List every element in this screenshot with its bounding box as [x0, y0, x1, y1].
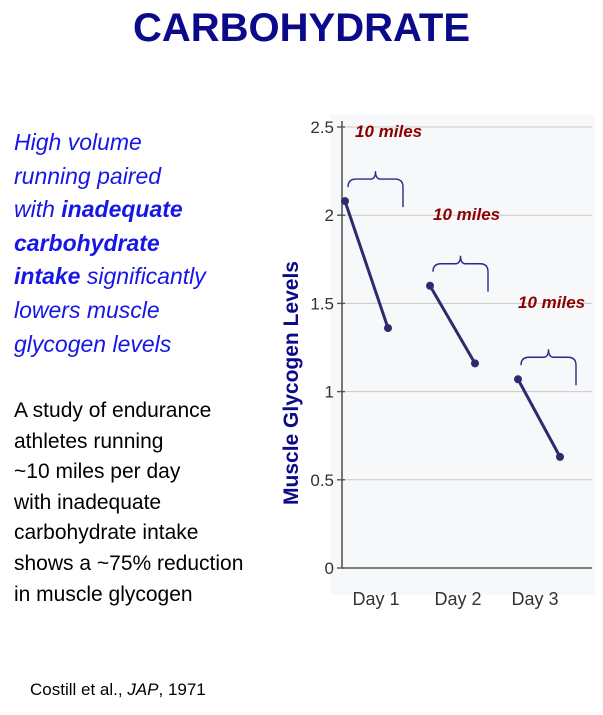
plot-background	[330, 115, 595, 595]
emphasis-text: intake	[14, 263, 81, 290]
message-text: running paired	[14, 162, 162, 189]
x-tick-label: Day 2	[434, 589, 481, 609]
key-message-line: with inadequate	[14, 193, 269, 227]
y-tick-label: 1.5	[310, 294, 334, 313]
data-point	[514, 375, 522, 384]
study-summary-line: with inadequate	[14, 490, 162, 514]
data-point	[341, 197, 349, 206]
study-summary-line: athletes running	[14, 429, 164, 453]
emphasis-text: carbohydrate	[14, 229, 160, 256]
data-point	[556, 452, 564, 461]
citation: Costill et al., JAP, 1971	[30, 680, 206, 700]
series-line-segment	[428, 285, 477, 365]
x-tick-label: Day 3	[511, 589, 558, 609]
distance-annotation: 10 miles	[518, 293, 585, 312]
y-tick-label: 2.5	[310, 118, 334, 137]
brace-annotation	[432, 255, 489, 292]
study-summary-line: in muscle glycogen	[14, 582, 193, 606]
message-text: High volume	[14, 129, 142, 155]
brace-annotation	[347, 171, 404, 208]
y-axis-label: Muscle Glycogen Levels	[280, 261, 303, 505]
y-tick-label: 0.5	[310, 471, 334, 490]
citation-authors: Costill et al.,	[30, 680, 128, 699]
key-message-line: High volume	[14, 126, 269, 160]
citation-year: , 1971	[158, 680, 206, 699]
study-summary-line: ~10 miles per day	[14, 460, 181, 484]
distance-annotation: 10 miles	[355, 122, 422, 141]
y-tick-label: 0	[325, 559, 334, 578]
study-summary-line: shows a ~75% reduction	[14, 551, 244, 575]
distance-annotation: 10 miles	[433, 205, 500, 224]
key-message-line: running paired	[14, 160, 269, 194]
message-text: glycogen levels	[14, 330, 172, 357]
message-text: significantly	[80, 263, 206, 290]
data-point	[384, 324, 392, 333]
x-tick-label: Day 1	[352, 589, 399, 609]
y-tick-label: 1	[325, 383, 334, 402]
study-summary: A study of endurance athletes running ~10 …	[14, 396, 314, 610]
study-summary-line: A study of endurance	[14, 399, 212, 422]
key-message-line: lowers muscle	[14, 294, 269, 328]
key-message-line: carbohydrate	[14, 227, 269, 261]
y-tick-label: 2	[325, 206, 334, 225]
series-line-segment	[516, 378, 562, 458]
message-text: with	[14, 196, 62, 223]
key-message-line: glycogen levels	[14, 328, 269, 362]
citation-journal: JAP	[127, 680, 159, 699]
data-point	[426, 281, 434, 290]
message-text: lowers muscle	[14, 296, 160, 323]
series-line-segment	[343, 200, 390, 329]
key-message: High volume running paired with inadequate…	[14, 126, 269, 361]
brace-annotation	[520, 349, 577, 386]
key-message-line: intake significantly	[14, 260, 269, 294]
study-summary-line: carbohydrate intake	[14, 521, 199, 545]
data-point	[471, 359, 479, 368]
page-title: CARBOHYDRATE	[132, 6, 471, 50]
emphasis-text: inadequate	[61, 196, 183, 223]
